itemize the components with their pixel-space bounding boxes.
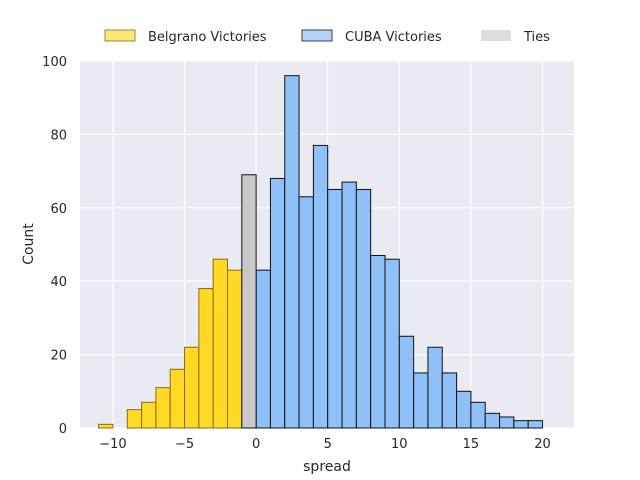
legend: Belgrano Victories CUBA Victories Ties [104,29,550,45]
histogram-bar [241,174,257,429]
x-tick-label: 0 [252,437,260,452]
histogram-bar [341,181,357,429]
x-axis-label: spread [303,459,351,475]
legend-label: Belgrano Victories [148,30,267,45]
histogram-bar [141,401,157,429]
y-tick-label: 40 [50,275,67,290]
histogram-bar [284,75,300,429]
histogram-bar [155,387,171,429]
histogram-bar [427,346,443,429]
histogram-bar [312,144,329,429]
x-tick-label: 10 [391,437,408,452]
histogram-bar [184,346,200,429]
legend-swatch [301,29,333,42]
x-tick-label: −10 [99,437,126,452]
y-tick-label: 60 [50,202,67,217]
histogram-bar [212,258,228,429]
legend-label: CUBA Victories [345,30,442,45]
histogram-bar [198,288,214,429]
y-tick-label: 0 [59,422,67,437]
histogram-bar [269,177,286,429]
y-axis-label: Count [21,223,37,265]
x-tick-label: 5 [324,437,332,452]
histogram-bar [384,258,400,429]
histogram-bar [513,420,529,429]
legend-item: CUBA Victories [301,29,442,45]
legend-swatch [104,29,136,42]
x-tick-label: 20 [534,437,551,452]
legend-item: Ties [481,30,550,45]
histogram-bar [499,416,515,429]
y-tick-label: 20 [50,349,67,364]
histogram-bar [98,423,114,429]
histogram-bar [456,390,472,429]
histogram-bar [255,269,271,429]
legend-item: Belgrano Victories [104,29,267,45]
y-tick-labels: 0 20 40 60 80 100 [42,55,67,437]
histogram-bar [470,401,486,429]
histogram-bar [398,335,415,429]
histogram-bar [413,372,429,429]
x-tick-labels: −10 −5 0 5 10 15 20 [99,437,551,452]
x-tick-label: 15 [463,437,480,452]
histogram-bar [484,412,501,429]
legend-label: Ties [523,30,550,45]
histogram-bar [327,188,343,429]
x-tick-label: −5 [175,437,194,452]
histogram-bar [126,409,143,429]
histogram-bar [370,255,386,429]
y-tick-label: 100 [42,55,67,70]
bars-layer [98,75,543,429]
histogram-bar [441,372,458,429]
y-tick-label: 80 [50,128,67,143]
histogram-bar [226,269,243,429]
histogram-bar [355,188,372,429]
histogram-bar [169,368,186,429]
legend-swatch [481,30,511,41]
histogram-bar [527,420,543,429]
histogram-bar [298,196,314,429]
